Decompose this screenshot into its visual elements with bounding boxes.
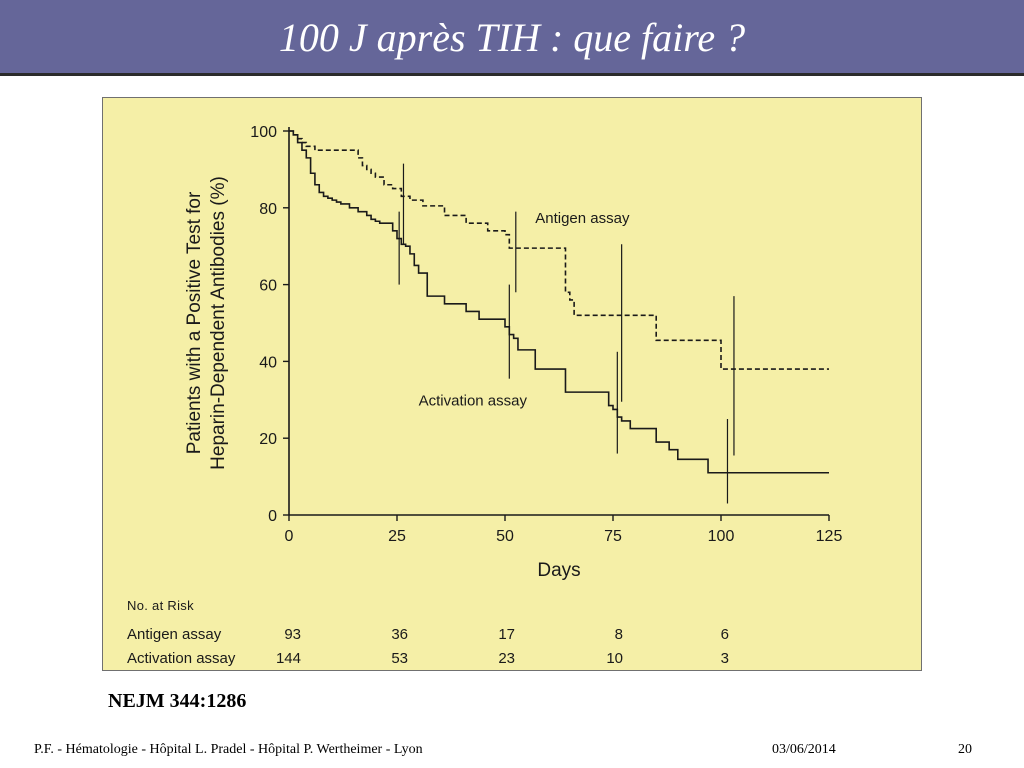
risk-table-value: 17 [498, 626, 515, 643]
slide-title-bar: 100 J après TIH : que faire ? [0, 0, 1024, 76]
y-tick-label: 80 [259, 201, 277, 218]
x-tick-label: 125 [816, 528, 843, 545]
risk-table-heading: No. at Risk [127, 598, 194, 613]
y-tick-label: 100 [250, 124, 277, 141]
footer-date: 03/06/2014 [772, 742, 836, 757]
x-tick-label: 25 [388, 528, 406, 545]
y-tick-label: 60 [259, 278, 277, 295]
x-tick-label: 75 [604, 528, 622, 545]
series-annotation: Antigen assay [535, 210, 630, 227]
risk-table-value: 8 [615, 626, 623, 643]
y-tick-label: 0 [268, 508, 277, 525]
footer-institution: P.F. - Hématologie - Hôpital L. Pradel -… [34, 742, 423, 757]
risk-table-value: 3 [721, 650, 729, 667]
x-tick-label: 50 [496, 528, 514, 545]
series-line-antigen-assay [289, 130, 829, 370]
risk-table-row-label: Antigen assay [127, 626, 222, 643]
x-axis-title: Days [537, 560, 580, 581]
page-number: 20 [958, 742, 972, 757]
series-annotation: Activation assay [419, 393, 528, 410]
risk-table-value: 93 [284, 626, 301, 643]
x-tick-label: 0 [285, 528, 294, 545]
risk-table-value: 36 [391, 626, 408, 643]
slide-title: 100 J après TIH : que faire ? [278, 15, 746, 60]
y-tick-label: 20 [259, 431, 277, 448]
y-axis-title-line2: Heparin-Dependent Antibodies (%) [208, 176, 229, 470]
risk-table-value: 144 [276, 650, 301, 667]
risk-table-value: 23 [498, 650, 515, 667]
series-line-activation-assay [289, 130, 829, 474]
risk-table-row-label: Activation assay [127, 650, 236, 667]
y-axis-title-line1: Patients with a Positive Test for [184, 191, 205, 454]
x-tick-label: 100 [708, 528, 735, 545]
survival-figure: 0 20 40 60 80 100 0 25 50 75 100 125 Days Patients wi… [102, 97, 922, 671]
step-chart: 0 20 40 60 80 100 0 25 50 75 100 125 Days Patients wi… [127, 124, 843, 667]
risk-table-value: 6 [721, 626, 729, 643]
source-citation: NEJM 344:1286 [108, 690, 247, 712]
risk-table-value: 10 [606, 650, 623, 667]
y-tick-label: 40 [259, 354, 277, 371]
risk-table-value: 53 [391, 650, 408, 667]
